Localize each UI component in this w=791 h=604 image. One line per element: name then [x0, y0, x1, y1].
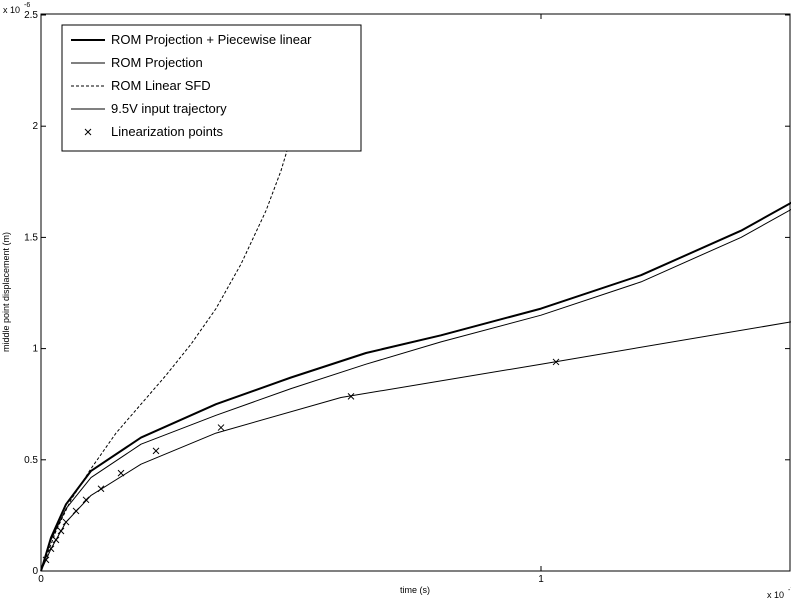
legend-box: [61, 24, 362, 152]
legend-label: ROM Linear SFD: [111, 78, 211, 93]
series-line-9-5v-input-trajectory: [40, 321, 791, 572]
legend-item: ROM Projection: [71, 55, 203, 70]
x-tick-label: 0: [38, 574, 44, 585]
linearization-point-marker: [52, 536, 60, 544]
y-tick-label: 2: [32, 121, 38, 132]
legend-label: 9.5V input trajectory: [111, 101, 227, 116]
linearization-point-marker: [57, 527, 65, 535]
series-line-rom-linear-sfd: [40, 137, 292, 572]
linearization-point-marker: [42, 556, 50, 564]
ticks-layer: 01200.511.522.5: [24, 10, 790, 585]
series-line-rom-projection-piecewise-linear: [40, 201, 791, 572]
x-exponent-power: -7: [788, 587, 791, 594]
y-tick-label: 0: [32, 566, 38, 577]
y-tick-label: 1: [32, 344, 38, 355]
legend-label: ROM Projection: [111, 55, 203, 70]
linearization-point-marker: [552, 358, 560, 366]
linearization-point-marker: [117, 469, 125, 477]
legend-item: ROM Linear SFD: [71, 78, 211, 93]
series-linearization-points: [42, 358, 560, 564]
linearization-point-marker: [152, 447, 160, 455]
legend-item: 9.5V input trajectory: [71, 101, 227, 116]
series-line-rom-projection: [40, 209, 791, 572]
x-tick-label: 1: [538, 574, 544, 585]
legend-label: Linearization points: [111, 124, 224, 139]
linearization-point-marker: [82, 496, 90, 504]
x-exponent-base: x 10: [767, 590, 784, 600]
x-axis-label: time (s): [400, 585, 430, 595]
y-exponent-base: x 10: [3, 5, 20, 15]
linearization-point-marker: [97, 485, 105, 493]
y-tick-label: 0.5: [24, 455, 38, 466]
legend-item: Linearization points: [84, 124, 224, 139]
y-exponent-power: -6: [24, 2, 30, 9]
series-layer: [40, 137, 791, 572]
linearization-point-marker: [47, 545, 55, 553]
linearization-point-marker: [347, 393, 355, 400]
linearization-point-marker: [217, 424, 225, 431]
linearization-point-marker: [62, 518, 70, 526]
linearization-point-marker: [72, 507, 80, 515]
legend-marker-x: [84, 128, 92, 136]
legend: ROM Projection + Piecewise linear ROM Pro…: [61, 24, 362, 152]
y-tick-label: 1.5: [24, 232, 38, 243]
legend-label: ROM Projection + Piecewise linear: [111, 32, 312, 47]
y-axis-label: middle point displacement (m): [1, 232, 11, 352]
legend-item: ROM Projection + Piecewise linear: [71, 32, 312, 47]
legend-items: ROM Projection + Piecewise linear ROM Pro…: [71, 32, 312, 139]
y-tick-label: 2.5: [24, 10, 38, 21]
